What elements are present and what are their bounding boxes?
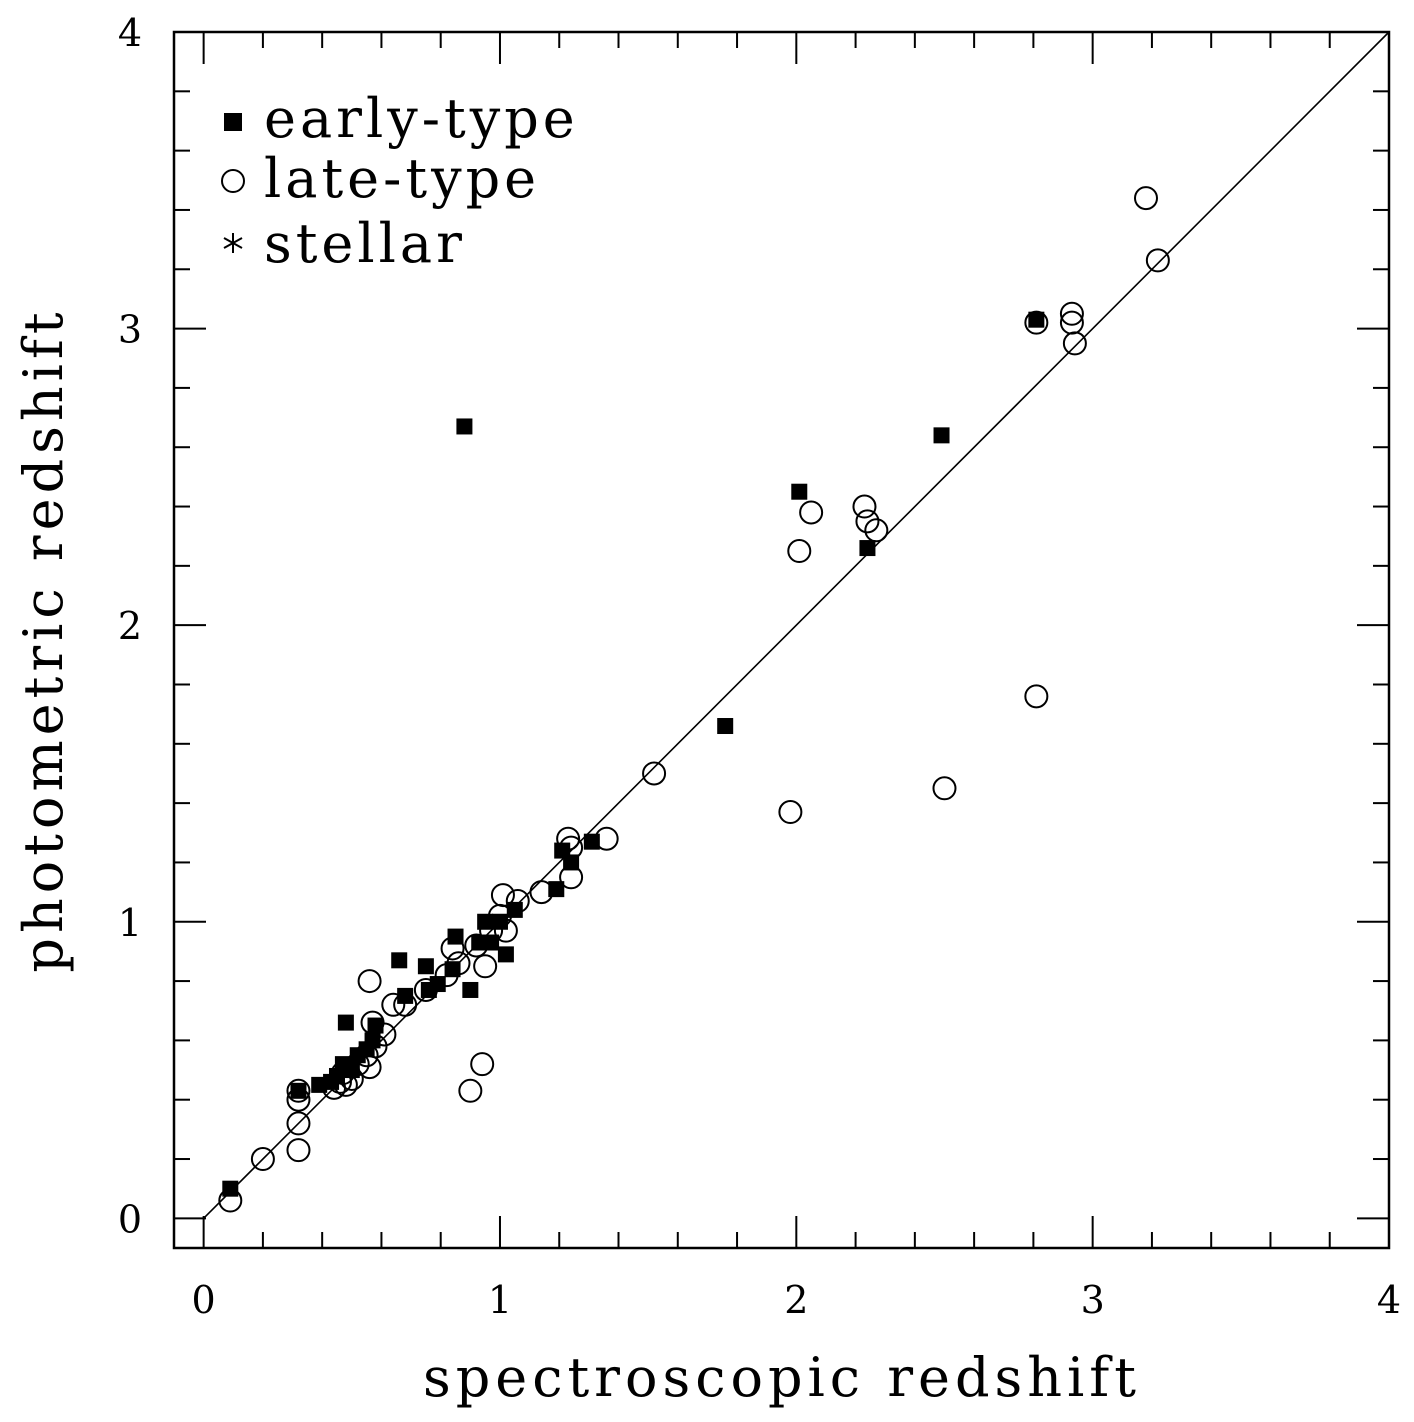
axis-tick-labels: 0 1 2 3 4 0 1 2 3 4 [118, 11, 1401, 1322]
legend: early-type late-type stellar [221, 87, 579, 275]
late-type-point [864, 518, 889, 543]
late-type-point [286, 1111, 311, 1136]
x-tick-label: 3 [1081, 1278, 1105, 1322]
early-type-point [548, 881, 565, 898]
early-type-point [290, 1082, 307, 1099]
early-type-point [859, 540, 876, 557]
y-axis-title: photometric redshift [12, 307, 75, 972]
late-type-point [490, 883, 515, 908]
early-type-point [462, 981, 479, 998]
early-type-point [397, 987, 414, 1004]
late-type-point [852, 494, 877, 519]
late-type-point [1145, 248, 1170, 273]
early-type-point [506, 901, 523, 918]
y-tick-label: 2 [118, 604, 142, 648]
y-tick-label: 0 [118, 1197, 142, 1241]
x-tick-label: 0 [192, 1278, 216, 1322]
late-type-point [357, 969, 382, 994]
late-type-point [799, 500, 824, 525]
early-type-point [447, 928, 464, 945]
x-axis-title: spectroscopic redshift [423, 1346, 1141, 1409]
early-type-point [337, 1014, 354, 1031]
plot-frame [172, 30, 1391, 1250]
late-type-point [458, 1078, 483, 1103]
early-type-point [497, 946, 514, 963]
x-tick-label: 1 [488, 1278, 512, 1322]
late-type-point [286, 1138, 311, 1163]
early-type-point [429, 976, 446, 993]
late-type-point [932, 776, 957, 801]
legend-late-type-marker [221, 169, 245, 193]
late-type-point [1024, 684, 1049, 709]
late-type-point [1062, 331, 1087, 356]
early-type-point [417, 958, 434, 975]
late-type-point [381, 992, 406, 1017]
late-type-point [778, 800, 803, 825]
legend-stellar-marker [223, 233, 243, 253]
late-type-point [250, 1147, 275, 1172]
late-type-point [787, 539, 812, 564]
early-type-point [364, 1032, 381, 1049]
late-type-point [473, 954, 498, 979]
early-type-point [477, 913, 494, 930]
legend-early-type-marker [224, 113, 242, 131]
early-type-point [1028, 311, 1045, 328]
early-type-point [583, 833, 600, 850]
late-type-point [855, 509, 880, 534]
late-type-point [1059, 301, 1084, 326]
early-type-point [933, 427, 950, 444]
legend-early-type-label: early-type [264, 87, 579, 150]
early-type-point [444, 961, 461, 978]
axis-ticks [174, 31, 1390, 1248]
reference-line [203, 31, 1390, 1219]
late-type-point [642, 761, 667, 786]
x-tick-label: 2 [784, 1278, 808, 1322]
early-type-point [491, 913, 508, 930]
early-type-point [483, 934, 500, 951]
y-tick-label: 3 [118, 308, 142, 352]
early-type-point [391, 952, 408, 969]
y-tick-label: 4 [118, 11, 142, 55]
late-type-point [1024, 310, 1049, 335]
early-type-point [563, 854, 580, 871]
legend-stellar-label: stellar [264, 212, 466, 275]
early-type-point [367, 1017, 384, 1034]
y-tick-label: 1 [118, 901, 142, 945]
data-points [218, 186, 1170, 1213]
early-type-point [343, 1062, 360, 1079]
early-type-point [222, 1180, 239, 1197]
legend-late-type-label: late-type [264, 147, 540, 210]
early-type-point [791, 483, 808, 500]
late-type-point [286, 1078, 311, 1103]
early-type-point [456, 418, 473, 435]
x-tick-label: 4 [1377, 1278, 1401, 1322]
late-type-point [470, 1052, 495, 1077]
early-type-point [717, 718, 734, 735]
late-type-point [1134, 186, 1158, 211]
